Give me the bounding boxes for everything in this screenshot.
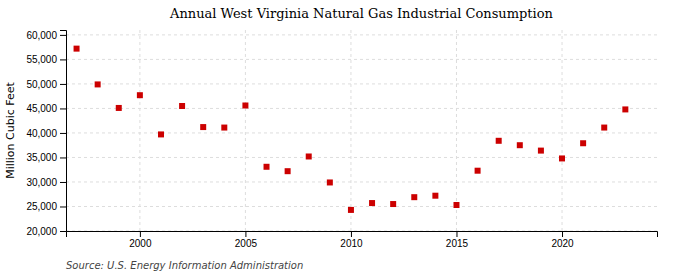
- point: [496, 138, 502, 144]
- tick-label: 2000: [129, 238, 152, 249]
- tick-mark: [60, 206, 66, 207]
- tick-label: 40,000: [26, 128, 57, 139]
- tick-mark: [60, 182, 66, 183]
- tick-mark: [60, 84, 66, 85]
- tick: 45,000: [26, 103, 66, 114]
- tick: 20,000: [26, 226, 66, 237]
- point: [116, 105, 122, 111]
- axis-line: [67, 232, 658, 238]
- tick: 2010: [340, 231, 363, 249]
- tick-label: 2015: [446, 238, 469, 249]
- point: [453, 202, 459, 208]
- grid: [66, 30, 657, 231]
- tick-mark: [60, 157, 66, 158]
- chart: 2000 2005 2010 2015 2020 20,000 25,000 30,000 35…: [0, 0, 675, 275]
- y-axis-title: Million Cubic Feet: [4, 81, 17, 178]
- axis-line: [60, 31, 67, 232]
- tick-mark: [60, 35, 66, 36]
- tick-label: 2005: [235, 238, 258, 249]
- tick-mark: [351, 231, 352, 237]
- point: [432, 193, 438, 199]
- x-axis: 2000 2005 2010 2015 2020: [67, 231, 658, 249]
- tick-mark: [245, 231, 246, 237]
- grid-line: [562, 30, 563, 231]
- tick-mark: [60, 108, 66, 109]
- tick: 40,000: [26, 128, 66, 139]
- tick-mark: [456, 231, 457, 237]
- point: [221, 125, 227, 131]
- grid-line: [66, 157, 657, 158]
- tick-label: 50,000: [26, 79, 57, 90]
- tick-label: 25,000: [26, 201, 57, 212]
- tick-label: 35,000: [26, 152, 57, 163]
- tick: 35,000: [26, 152, 66, 163]
- tick-mark: [60, 231, 66, 232]
- tick: 55,000: [26, 54, 66, 65]
- points: [74, 46, 629, 213]
- grid-line: [350, 30, 351, 231]
- grid-line: [245, 30, 246, 231]
- tick: 2015: [446, 231, 469, 249]
- tick-mark: [60, 59, 66, 60]
- point: [348, 207, 354, 213]
- point: [580, 140, 586, 146]
- tick-label: 45,000: [26, 103, 57, 114]
- tick-label: 55,000: [26, 54, 57, 65]
- tick: 30,000: [26, 177, 66, 188]
- point: [264, 164, 270, 170]
- point: [285, 168, 291, 174]
- point: [517, 142, 523, 148]
- grid-line: [66, 181, 657, 182]
- tick: 25,000: [26, 201, 66, 212]
- point: [306, 153, 312, 159]
- point: [601, 125, 607, 131]
- point: [158, 131, 164, 137]
- point: [242, 102, 248, 108]
- tick: 60,000: [26, 30, 66, 41]
- point: [411, 194, 417, 200]
- point: [369, 200, 375, 206]
- tick: 2005: [235, 231, 258, 249]
- tick-mark: [140, 231, 141, 237]
- grid-line: [456, 30, 457, 231]
- annotation: Source: U.S. Energy Information Administ…: [66, 260, 303, 271]
- point: [327, 179, 333, 185]
- y-axis: 20,000 25,000 30,000 35,000 40,000 45,000 50,0…: [26, 30, 66, 237]
- point: [179, 103, 185, 109]
- title: Annual West Virginia Natural Gas Industr…: [169, 6, 553, 21]
- tick: 2020: [551, 231, 574, 249]
- grid-line: [139, 30, 140, 231]
- point: [475, 168, 481, 174]
- tick-label: 30,000: [26, 177, 57, 188]
- point: [95, 81, 101, 87]
- tick: 50,000: [26, 79, 66, 90]
- grid-line: [66, 132, 657, 133]
- point: [390, 201, 396, 207]
- grid-line: [66, 34, 657, 35]
- point: [559, 155, 565, 161]
- tick-label: 20,000: [26, 226, 57, 237]
- tick-mark: [562, 231, 563, 237]
- point: [200, 124, 206, 130]
- tick-label: 2010: [340, 238, 363, 249]
- grid-line: [66, 83, 657, 84]
- plot: 2000 2005 2010 2015 2020 20,000 25,000 30,000 35…: [26, 30, 657, 249]
- point: [74, 46, 80, 52]
- tick-label: 60,000: [26, 30, 57, 41]
- point: [622, 106, 628, 112]
- grid-line: [66, 206, 657, 207]
- tick-label: 2020: [551, 238, 574, 249]
- tick: 2000: [129, 231, 152, 249]
- point: [538, 148, 544, 154]
- tick-mark: [60, 133, 66, 134]
- grid-line: [66, 59, 657, 60]
- grid-line: [66, 108, 657, 109]
- point: [137, 92, 143, 98]
